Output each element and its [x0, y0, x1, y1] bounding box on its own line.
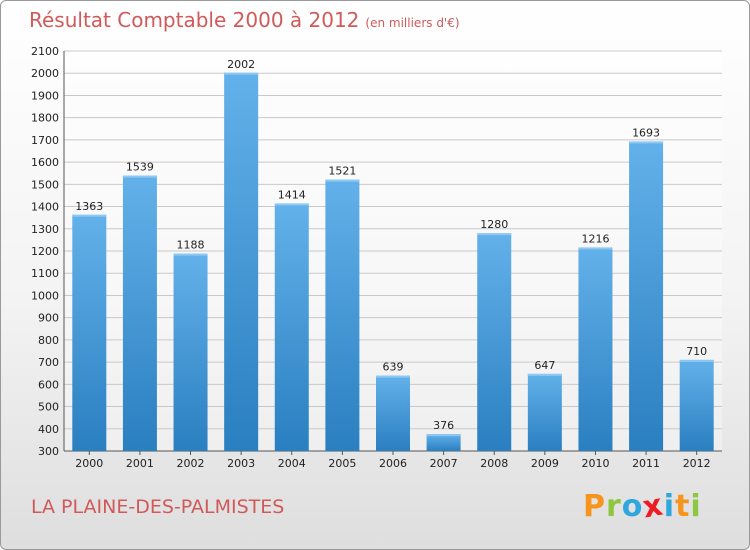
bar-highlight — [72, 214, 107, 217]
bar-value-label: 1363 — [75, 200, 103, 213]
y-tick-label: 400 — [38, 423, 59, 436]
bar-value-label: 710 — [686, 345, 707, 358]
bar-value-label: 639 — [383, 361, 404, 374]
bar-value-label: 1693 — [632, 126, 660, 139]
bar-value-label: 376 — [433, 419, 454, 432]
bar-highlight — [679, 359, 714, 362]
bar — [173, 253, 208, 451]
city-name: LA PLAINE-DES-PALMISTES — [31, 496, 285, 518]
y-tick-label: 500 — [38, 401, 59, 414]
bar-highlight — [376, 375, 410, 378]
bar-value-label: 1414 — [278, 188, 306, 201]
y-tick-label: 2100 — [31, 45, 59, 58]
chart-title: Résultat Comptable 2000 à 2012 (en millie… — [29, 8, 460, 32]
bar — [679, 359, 714, 451]
bar — [477, 233, 512, 451]
bar-highlight — [426, 434, 461, 437]
x-tick-label: 2000 — [75, 457, 103, 470]
bar-highlight — [122, 175, 157, 178]
y-tick-label: 1000 — [31, 289, 59, 302]
logo-letter: P — [583, 489, 606, 524]
bar — [122, 175, 157, 451]
y-tick-label: 1400 — [31, 201, 59, 214]
logo-letter: i — [663, 489, 676, 524]
x-tick-label: 2008 — [480, 457, 508, 470]
bar — [527, 373, 562, 451]
y-tick-label: 1100 — [31, 267, 59, 280]
bar-highlight — [224, 72, 259, 75]
logo-letter: x — [640, 487, 667, 526]
title-text: Résultat Comptable 2000 à 2012 — [29, 8, 360, 32]
bar-highlight — [629, 141, 664, 144]
chart-subtitle: (en milliers d'€) — [365, 16, 460, 30]
x-tick-label: 2002 — [177, 457, 205, 470]
bar — [325, 179, 360, 451]
bar-value-label: 1280 — [480, 218, 508, 231]
bar-highlight — [274, 203, 309, 206]
y-tick-label: 1900 — [31, 89, 59, 102]
bar-value-label: 1188 — [177, 239, 205, 252]
proxiti-logo: Proxiti — [583, 487, 702, 526]
bar-highlight — [578, 247, 613, 250]
bar — [274, 203, 309, 451]
logo-letter: r — [606, 489, 622, 524]
y-tick-label: 1500 — [31, 178, 59, 191]
bar-highlight — [527, 373, 562, 376]
bar — [629, 141, 664, 451]
x-tick-label: 2003 — [227, 457, 255, 470]
logo-letter: t — [675, 489, 691, 524]
x-tick-label: 2004 — [278, 457, 306, 470]
y-tick-label: 1300 — [31, 223, 59, 236]
x-tick-label: 2005 — [328, 457, 356, 470]
bar-highlight — [325, 179, 360, 182]
bar-highlight — [173, 253, 208, 256]
y-tick-label: 2000 — [31, 67, 59, 80]
x-tick-label: 2007 — [430, 457, 458, 470]
y-tick-label: 700 — [38, 356, 59, 369]
bar-value-label: 2002 — [227, 58, 255, 71]
x-tick-label: 2006 — [379, 457, 407, 470]
x-tick-label: 2011 — [632, 457, 660, 470]
y-tick-label: 800 — [38, 334, 59, 347]
bar — [426, 434, 461, 451]
y-tick-label: 600 — [38, 378, 59, 391]
bar — [578, 247, 613, 451]
bar-value-label: 1216 — [581, 232, 609, 245]
y-tick-label: 900 — [38, 312, 59, 325]
x-tick-label: 2009 — [531, 457, 559, 470]
bar-value-label: 647 — [534, 359, 555, 372]
bar — [72, 214, 107, 451]
bar — [224, 72, 259, 452]
bar-value-label: 1539 — [126, 161, 154, 174]
logo-letter: o — [621, 489, 644, 524]
bar — [376, 375, 410, 451]
y-tick-label: 1600 — [31, 156, 59, 169]
y-tick-label: 300 — [38, 445, 59, 458]
logo-letter: i — [690, 489, 702, 524]
bar-highlight — [477, 233, 512, 236]
x-tick-label: 2010 — [581, 457, 609, 470]
x-tick-label: 2012 — [683, 457, 711, 470]
bar-value-label: 1521 — [328, 165, 356, 178]
y-tick-label: 1800 — [31, 112, 59, 125]
y-tick-label: 1200 — [31, 245, 59, 258]
y-tick-label: 1700 — [31, 134, 59, 147]
x-tick-label: 2001 — [126, 457, 154, 470]
